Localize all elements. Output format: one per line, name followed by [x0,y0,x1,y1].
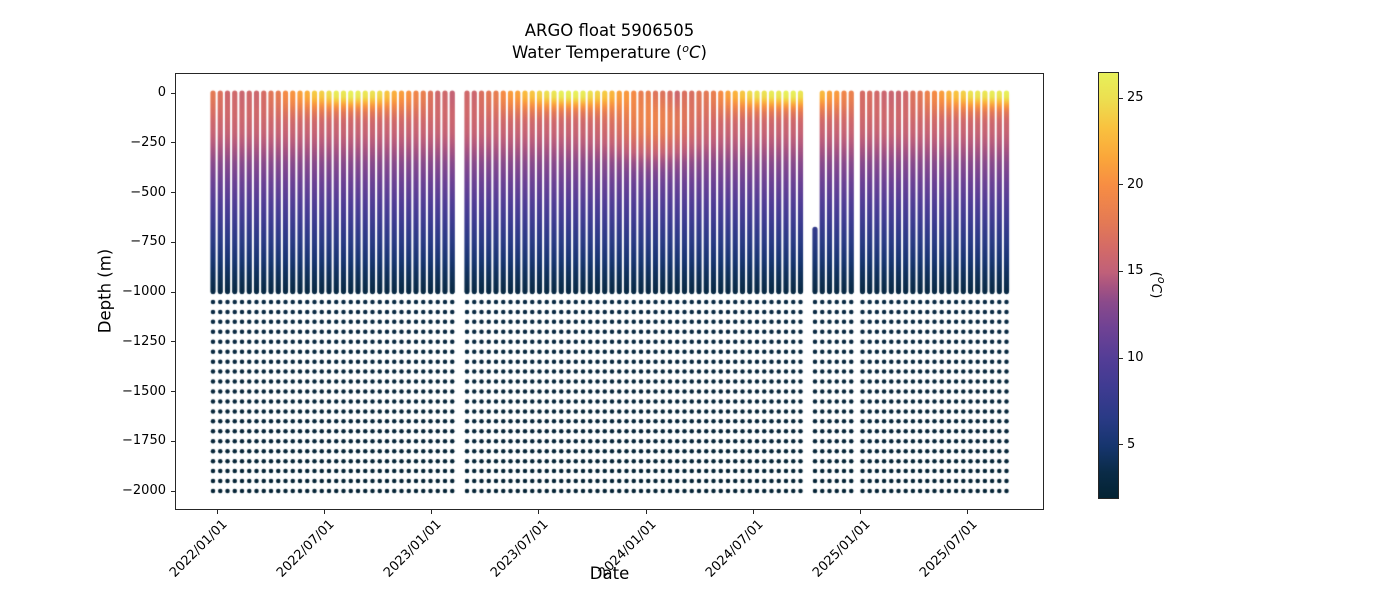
y-tick-mark [171,341,175,343]
colorbar-tick-mark [1119,444,1123,446]
x-tick-mark [323,510,325,514]
x-axis-label: Date [589,564,630,583]
x-tick-mark [752,510,754,514]
y-tick-label: −250 [130,134,166,150]
colorbar-tick-label: 25 [1127,90,1144,106]
y-tick-mark [171,92,175,94]
x-tick-mark [537,510,539,514]
y-tick-label: −1250 [122,333,166,349]
colorbar-tick-label: 5 [1127,436,1136,452]
y-tick-label: −1000 [122,284,166,299]
temperature-profiles-canvas [175,73,1044,510]
colorbar-tick-mark [1119,357,1123,359]
y-tick-mark [171,192,175,193]
colorbar-tick-mark [1119,184,1123,186]
figure-subtitle: Water Temperature (oC) [512,42,707,62]
y-tick-mark [171,440,175,442]
colorbar-tick-label: 20 [1127,176,1144,192]
y-tick-label: −2000 [122,483,166,498]
y-tick-label: −1500 [122,383,166,399]
colorbar-tick-label: 15 [1127,263,1144,279]
x-tick-mark [966,510,968,514]
y-tick-label: −500 [130,184,166,200]
y-tick-label: −750 [130,234,166,250]
colorbar-tick-mark [1119,97,1123,99]
x-tick-mark [859,510,861,514]
y-tick-label: −1750 [122,433,166,449]
colorbar-label: (oC) [1148,271,1168,299]
colorbar-tick-label: 10 [1127,350,1144,366]
colorbar-tick-mark [1119,270,1123,272]
x-tick-mark [645,510,647,514]
y-tick-mark [171,142,175,144]
x-tick-mark [430,510,432,514]
colorbar [1098,72,1119,499]
y-tick-mark [171,490,175,492]
x-tick-mark [216,510,218,514]
y-tick-mark [171,291,175,293]
y-tick-mark [171,391,175,392]
y-tick-mark [171,241,175,243]
figure-title: ARGO float 5906505 [524,21,695,40]
y-tick-label: 0 [157,85,166,100]
